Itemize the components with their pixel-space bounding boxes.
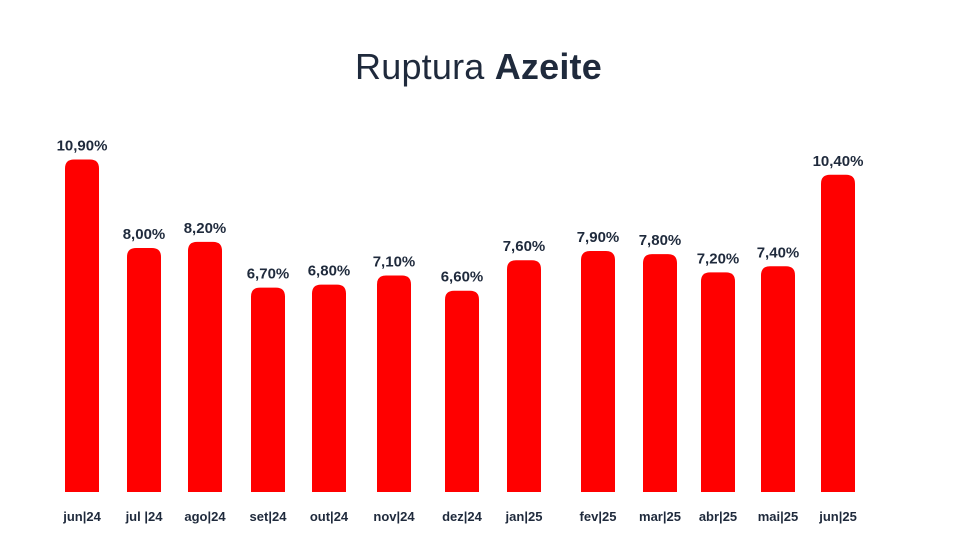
category-label: mar|25 — [639, 509, 681, 524]
value-label: 7,20% — [697, 250, 740, 267]
bar-abr25 — [701, 272, 735, 492]
chart-title-light: Ruptura — [355, 46, 495, 87]
category-label: fev|25 — [580, 509, 617, 524]
bar-jul24 — [127, 248, 161, 492]
category-label: nov|24 — [373, 509, 415, 524]
category-label: abr|25 — [699, 509, 737, 524]
bar-mai25 — [761, 266, 795, 492]
bar-jun25 — [821, 174, 855, 493]
category-label: jun|25 — [818, 509, 857, 524]
value-label: 6,70% — [247, 266, 290, 283]
value-label: 7,90% — [577, 229, 620, 246]
bar-nov24 — [377, 275, 411, 492]
value-label: 10,40% — [813, 153, 864, 170]
category-label: set|24 — [250, 509, 288, 524]
bar-dez24 — [445, 290, 479, 492]
bar-set24 — [251, 287, 285, 492]
bar-mar25 — [643, 254, 677, 492]
value-label: 7,60% — [503, 238, 546, 255]
value-labels-group: 10,90% 8,00% 8,20% 6,70% 6,80% 7,10% 6,60% 7,60… — [57, 138, 864, 286]
bar-jun24 — [65, 159, 99, 493]
category-label: out|24 — [310, 509, 349, 524]
category-label: dez|24 — [442, 509, 483, 524]
category-label: jan|25 — [505, 509, 543, 524]
value-label: 7,40% — [757, 244, 800, 261]
bar-jan25 — [507, 260, 541, 492]
category-label: mai|25 — [758, 509, 799, 524]
bar-ago24 — [188, 241, 222, 492]
category-label: jun|24 — [62, 509, 101, 524]
value-label: 7,80% — [639, 232, 682, 249]
value-label: 7,10% — [373, 253, 416, 270]
chart-title: Ruptura Azeite — [0, 46, 957, 88]
category-label: ago|24 — [184, 509, 226, 524]
bars-group — [65, 159, 855, 493]
bar-fev25 — [581, 251, 615, 492]
value-label: 10,90% — [57, 138, 108, 155]
category-label: jul |24 — [125, 509, 164, 524]
chart-title-bold: Azeite — [494, 46, 602, 87]
value-label: 6,60% — [441, 269, 484, 286]
bar-out24 — [312, 284, 346, 492]
value-label: 8,20% — [184, 220, 227, 237]
value-label: 6,80% — [308, 263, 351, 280]
category-labels-group: jun|24 jul |24 ago|24 set|24 out|24 nov|24 dez… — [62, 509, 857, 524]
value-label: 8,00% — [123, 226, 166, 243]
